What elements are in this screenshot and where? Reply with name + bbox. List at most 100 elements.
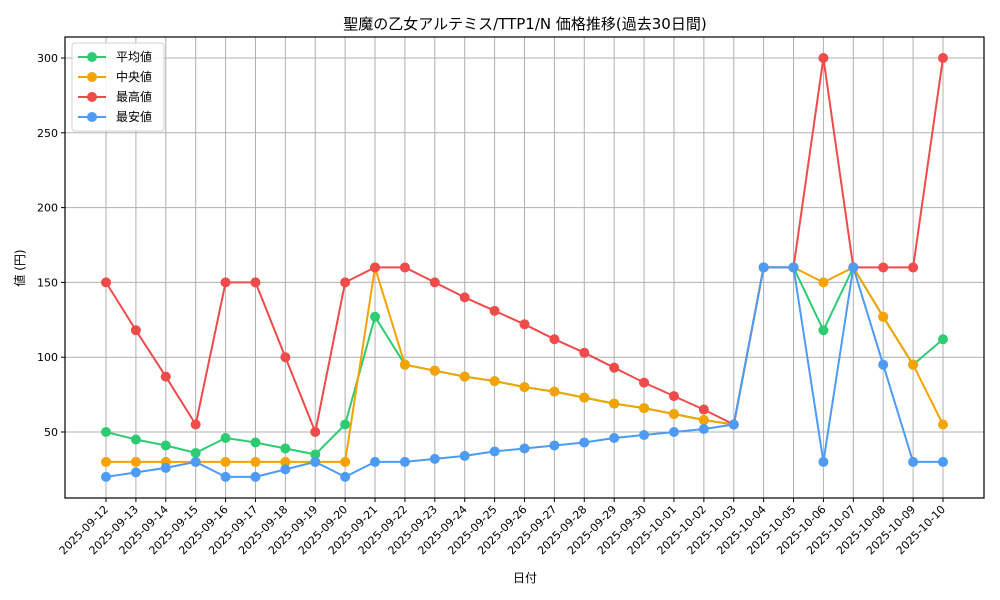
data-point xyxy=(908,359,919,370)
data-point xyxy=(878,359,889,370)
data-point xyxy=(668,409,679,420)
data-point xyxy=(818,325,829,336)
data-point xyxy=(220,456,231,467)
data-point xyxy=(130,434,141,445)
data-point xyxy=(340,456,351,467)
data-point xyxy=(101,427,111,437)
data-point xyxy=(459,371,470,382)
data-point xyxy=(818,53,829,63)
data-point xyxy=(190,456,201,467)
data-point xyxy=(160,371,171,382)
data-point xyxy=(370,311,381,322)
data-point xyxy=(878,262,889,273)
data-point xyxy=(938,456,948,467)
legend-item: 最安値 xyxy=(78,109,152,124)
legend-label: 中央値 xyxy=(116,69,152,84)
data-point xyxy=(250,471,261,482)
data-point xyxy=(698,424,709,435)
data-point xyxy=(908,262,919,273)
legend-item: 最高値 xyxy=(78,89,152,104)
x-axis: 2025-09-122025-09-132025-09-142025-09-15… xyxy=(57,498,948,557)
data-point xyxy=(370,456,381,467)
data-point xyxy=(639,429,650,440)
data-point xyxy=(938,53,948,63)
data-point xyxy=(489,446,500,457)
data-point xyxy=(519,319,530,330)
data-point xyxy=(459,292,470,303)
data-point xyxy=(639,403,650,414)
data-point xyxy=(728,419,739,430)
y-tick-label: 250 xyxy=(37,127,58,140)
legend-box xyxy=(71,42,165,132)
y-tick-label: 50 xyxy=(44,426,58,439)
data-point xyxy=(101,471,111,482)
data-point xyxy=(938,334,948,345)
y-axis-label: 値 (円) xyxy=(12,249,27,286)
y-tick-label: 150 xyxy=(37,276,58,289)
data-point xyxy=(399,456,410,467)
data-point xyxy=(788,262,799,273)
data-point xyxy=(908,456,919,467)
data-point xyxy=(310,427,321,437)
data-point xyxy=(280,456,291,467)
data-point xyxy=(459,450,470,461)
legend-item: 中央値 xyxy=(78,69,152,84)
data-point xyxy=(429,453,440,464)
data-point xyxy=(250,437,261,448)
legend-marker-icon xyxy=(87,52,97,62)
legend-marker-icon xyxy=(87,72,97,82)
data-point xyxy=(758,262,769,273)
data-point xyxy=(938,419,948,430)
data-point xyxy=(609,432,620,443)
data-point xyxy=(160,462,171,473)
legend-marker-icon xyxy=(87,112,97,122)
data-point xyxy=(130,467,141,478)
data-point xyxy=(429,365,440,376)
data-point xyxy=(340,277,351,288)
data-point xyxy=(399,359,410,370)
data-point xyxy=(250,277,261,288)
data-point xyxy=(698,415,709,426)
y-axis: 50 100 150 200 250 300 xyxy=(37,52,65,439)
x-axis-label: 日付 xyxy=(513,571,537,585)
data-point xyxy=(519,443,530,454)
data-point xyxy=(579,347,590,358)
data-point xyxy=(340,419,351,430)
data-point xyxy=(130,325,141,336)
data-point xyxy=(489,376,500,387)
data-point xyxy=(101,456,111,467)
data-point xyxy=(698,404,709,415)
y-tick-label: 300 xyxy=(37,52,58,65)
legend-label: 最高値 xyxy=(116,89,152,104)
data-point xyxy=(250,456,261,467)
data-point xyxy=(160,440,171,451)
data-point xyxy=(370,262,381,273)
legend-marker-icon xyxy=(87,92,97,102)
data-point xyxy=(310,456,321,467)
y-tick-label: 100 xyxy=(37,351,58,364)
data-point xyxy=(848,262,859,273)
data-point xyxy=(280,352,291,363)
data-point xyxy=(549,386,560,397)
data-point xyxy=(220,471,231,482)
data-point xyxy=(220,277,231,288)
data-point xyxy=(340,471,351,482)
data-point xyxy=(190,447,201,458)
data-point xyxy=(609,362,620,373)
data-point xyxy=(668,427,679,437)
legend-label: 最安値 xyxy=(116,109,152,124)
data-point xyxy=(609,398,620,409)
data-point xyxy=(399,262,410,273)
data-point xyxy=(190,419,201,430)
data-point xyxy=(280,464,291,475)
data-point xyxy=(668,391,679,402)
series-line-3 xyxy=(101,262,948,482)
data-point xyxy=(579,437,590,448)
data-point xyxy=(549,334,560,345)
legend-label: 平均値 xyxy=(116,49,152,64)
data-point xyxy=(818,456,829,467)
data-point xyxy=(639,377,650,388)
